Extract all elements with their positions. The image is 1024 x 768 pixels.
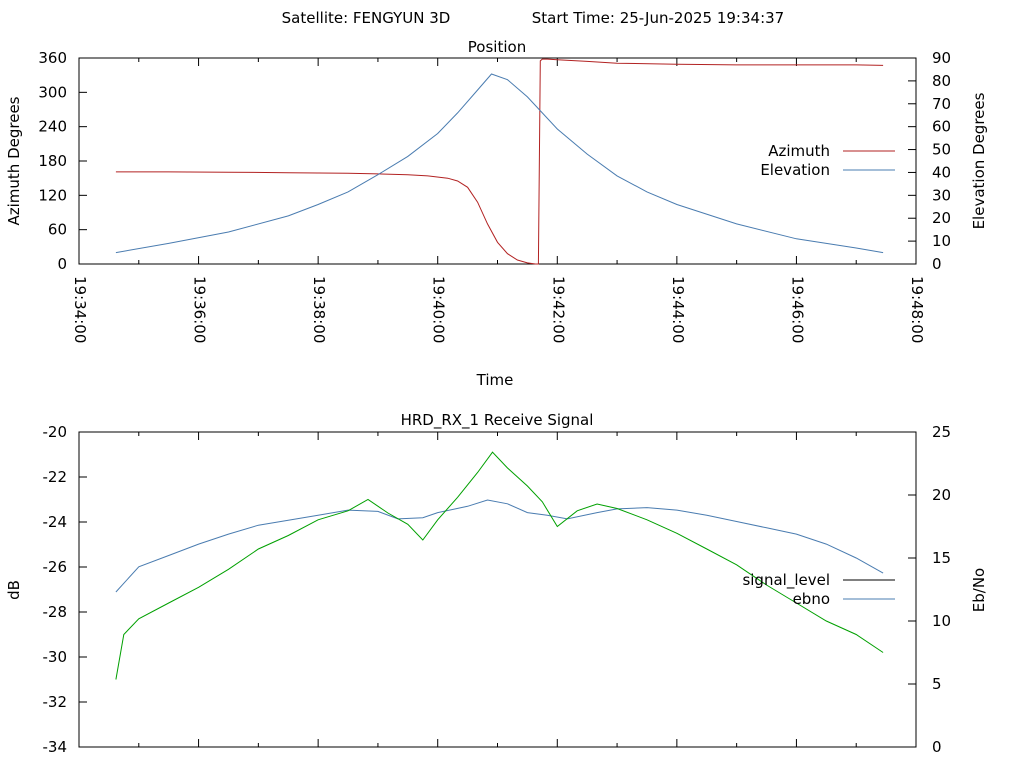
series-line-1 bbox=[115, 73, 884, 254]
signal-lines bbox=[115, 451, 884, 680]
y2-tick-label: 30 bbox=[932, 186, 951, 204]
y2-tick-label: 40 bbox=[932, 163, 951, 181]
legend-elevation-label: Elevation bbox=[760, 161, 830, 179]
y-tick-label: 240 bbox=[38, 118, 67, 136]
y2-tick-label: 20 bbox=[932, 486, 951, 504]
signal-ylabel: dB bbox=[5, 580, 23, 600]
y-tick-label: 300 bbox=[38, 83, 67, 101]
y2-tick-label: 0 bbox=[932, 255, 942, 273]
y-tick-label: 180 bbox=[38, 152, 67, 170]
y2-tick-label: 15 bbox=[932, 549, 951, 567]
position-axes: 0 60 120 180 240 300 360 0 10 20 30 40 50 60 70 80 90 19:… bbox=[38, 49, 951, 343]
x-tick-label: 19:40:00 bbox=[430, 276, 448, 343]
x-tick-label: 19:34:00 bbox=[71, 276, 89, 343]
y-tick-label: -20 bbox=[43, 423, 68, 441]
series-line-2 bbox=[115, 451, 884, 680]
y-tick-label: 120 bbox=[38, 186, 67, 204]
position-ylabel: Azimuth Degrees bbox=[5, 96, 23, 225]
y-tick-label: -30 bbox=[43, 648, 68, 666]
x-tick-label: 19:48:00 bbox=[908, 276, 926, 343]
header-satellite: Satellite: FENGYUN 3D bbox=[282, 9, 451, 27]
signal-chart-title: HRD_RX_1 Receive Signal bbox=[401, 411, 594, 430]
y2-tick-label: 10 bbox=[932, 612, 951, 630]
signal-chart: HRD_RX_1 Receive Signal -34-32-30-28-26-… bbox=[5, 411, 988, 756]
y-tick-label: 0 bbox=[57, 255, 67, 273]
signal-plot-frame bbox=[78, 431, 917, 748]
x-tick-label: 19:46:00 bbox=[788, 276, 806, 343]
position-y2label: Elevation Degrees bbox=[970, 92, 988, 229]
signal-legend: signal_level ebno bbox=[742, 571, 895, 608]
position-chart: Position 0 60 120 180 240 300 360 0 10 20 30 40 50 60… bbox=[5, 38, 988, 389]
legend-ebno-label: ebno bbox=[793, 590, 830, 608]
series-line-0 bbox=[115, 58, 884, 265]
y-tick-label: -32 bbox=[43, 693, 68, 711]
y2-tick-label: 60 bbox=[932, 118, 951, 136]
y-tick-label: -28 bbox=[43, 603, 68, 621]
position-legend: Azimuth Elevation bbox=[760, 142, 895, 179]
position-lines bbox=[115, 58, 884, 265]
header-start-time: Start Time: 25-Jun-2025 19:34:37 bbox=[532, 9, 784, 27]
y-tick-label: -26 bbox=[43, 558, 68, 576]
y2-tick-label: 80 bbox=[932, 72, 951, 90]
y2-tick-label: 70 bbox=[932, 95, 951, 113]
y2-tick-label: 5 bbox=[932, 675, 942, 693]
y2-tick-label: 25 bbox=[932, 423, 951, 441]
series-line-1 bbox=[115, 499, 884, 593]
signal-y2label: Eb/No bbox=[970, 568, 988, 612]
legend-azimuth-label: Azimuth bbox=[768, 142, 830, 160]
position-chart-title: Position bbox=[468, 38, 526, 56]
x-tick-label: 19:44:00 bbox=[669, 276, 687, 343]
signal-axes: -34 -32 -30 -28 -26 -24 -22 -20 0 5 10 15 20 25 bbox=[43, 423, 952, 756]
position-xlabel: Time bbox=[476, 371, 514, 389]
x-tick-label: 19:36:00 bbox=[191, 276, 209, 343]
x-tick-label: 19:42:00 bbox=[549, 276, 567, 343]
y2-tick-label: 10 bbox=[932, 232, 951, 250]
y-tick-label: -34 bbox=[43, 738, 68, 756]
y2-tick-label: 50 bbox=[932, 141, 951, 159]
y-tick-label: -22 bbox=[43, 468, 68, 486]
y-tick-label: -24 bbox=[43, 513, 68, 531]
y2-tick-label: 90 bbox=[932, 49, 951, 67]
y2-tick-label: 20 bbox=[932, 209, 951, 227]
x-tick-label: 19:38:00 bbox=[310, 276, 328, 343]
y-tick-label: 60 bbox=[48, 221, 67, 239]
y2-tick-label: 0 bbox=[932, 738, 942, 756]
legend-signal-level-label: signal_level bbox=[742, 571, 830, 590]
y-tick-label: 360 bbox=[38, 49, 67, 67]
